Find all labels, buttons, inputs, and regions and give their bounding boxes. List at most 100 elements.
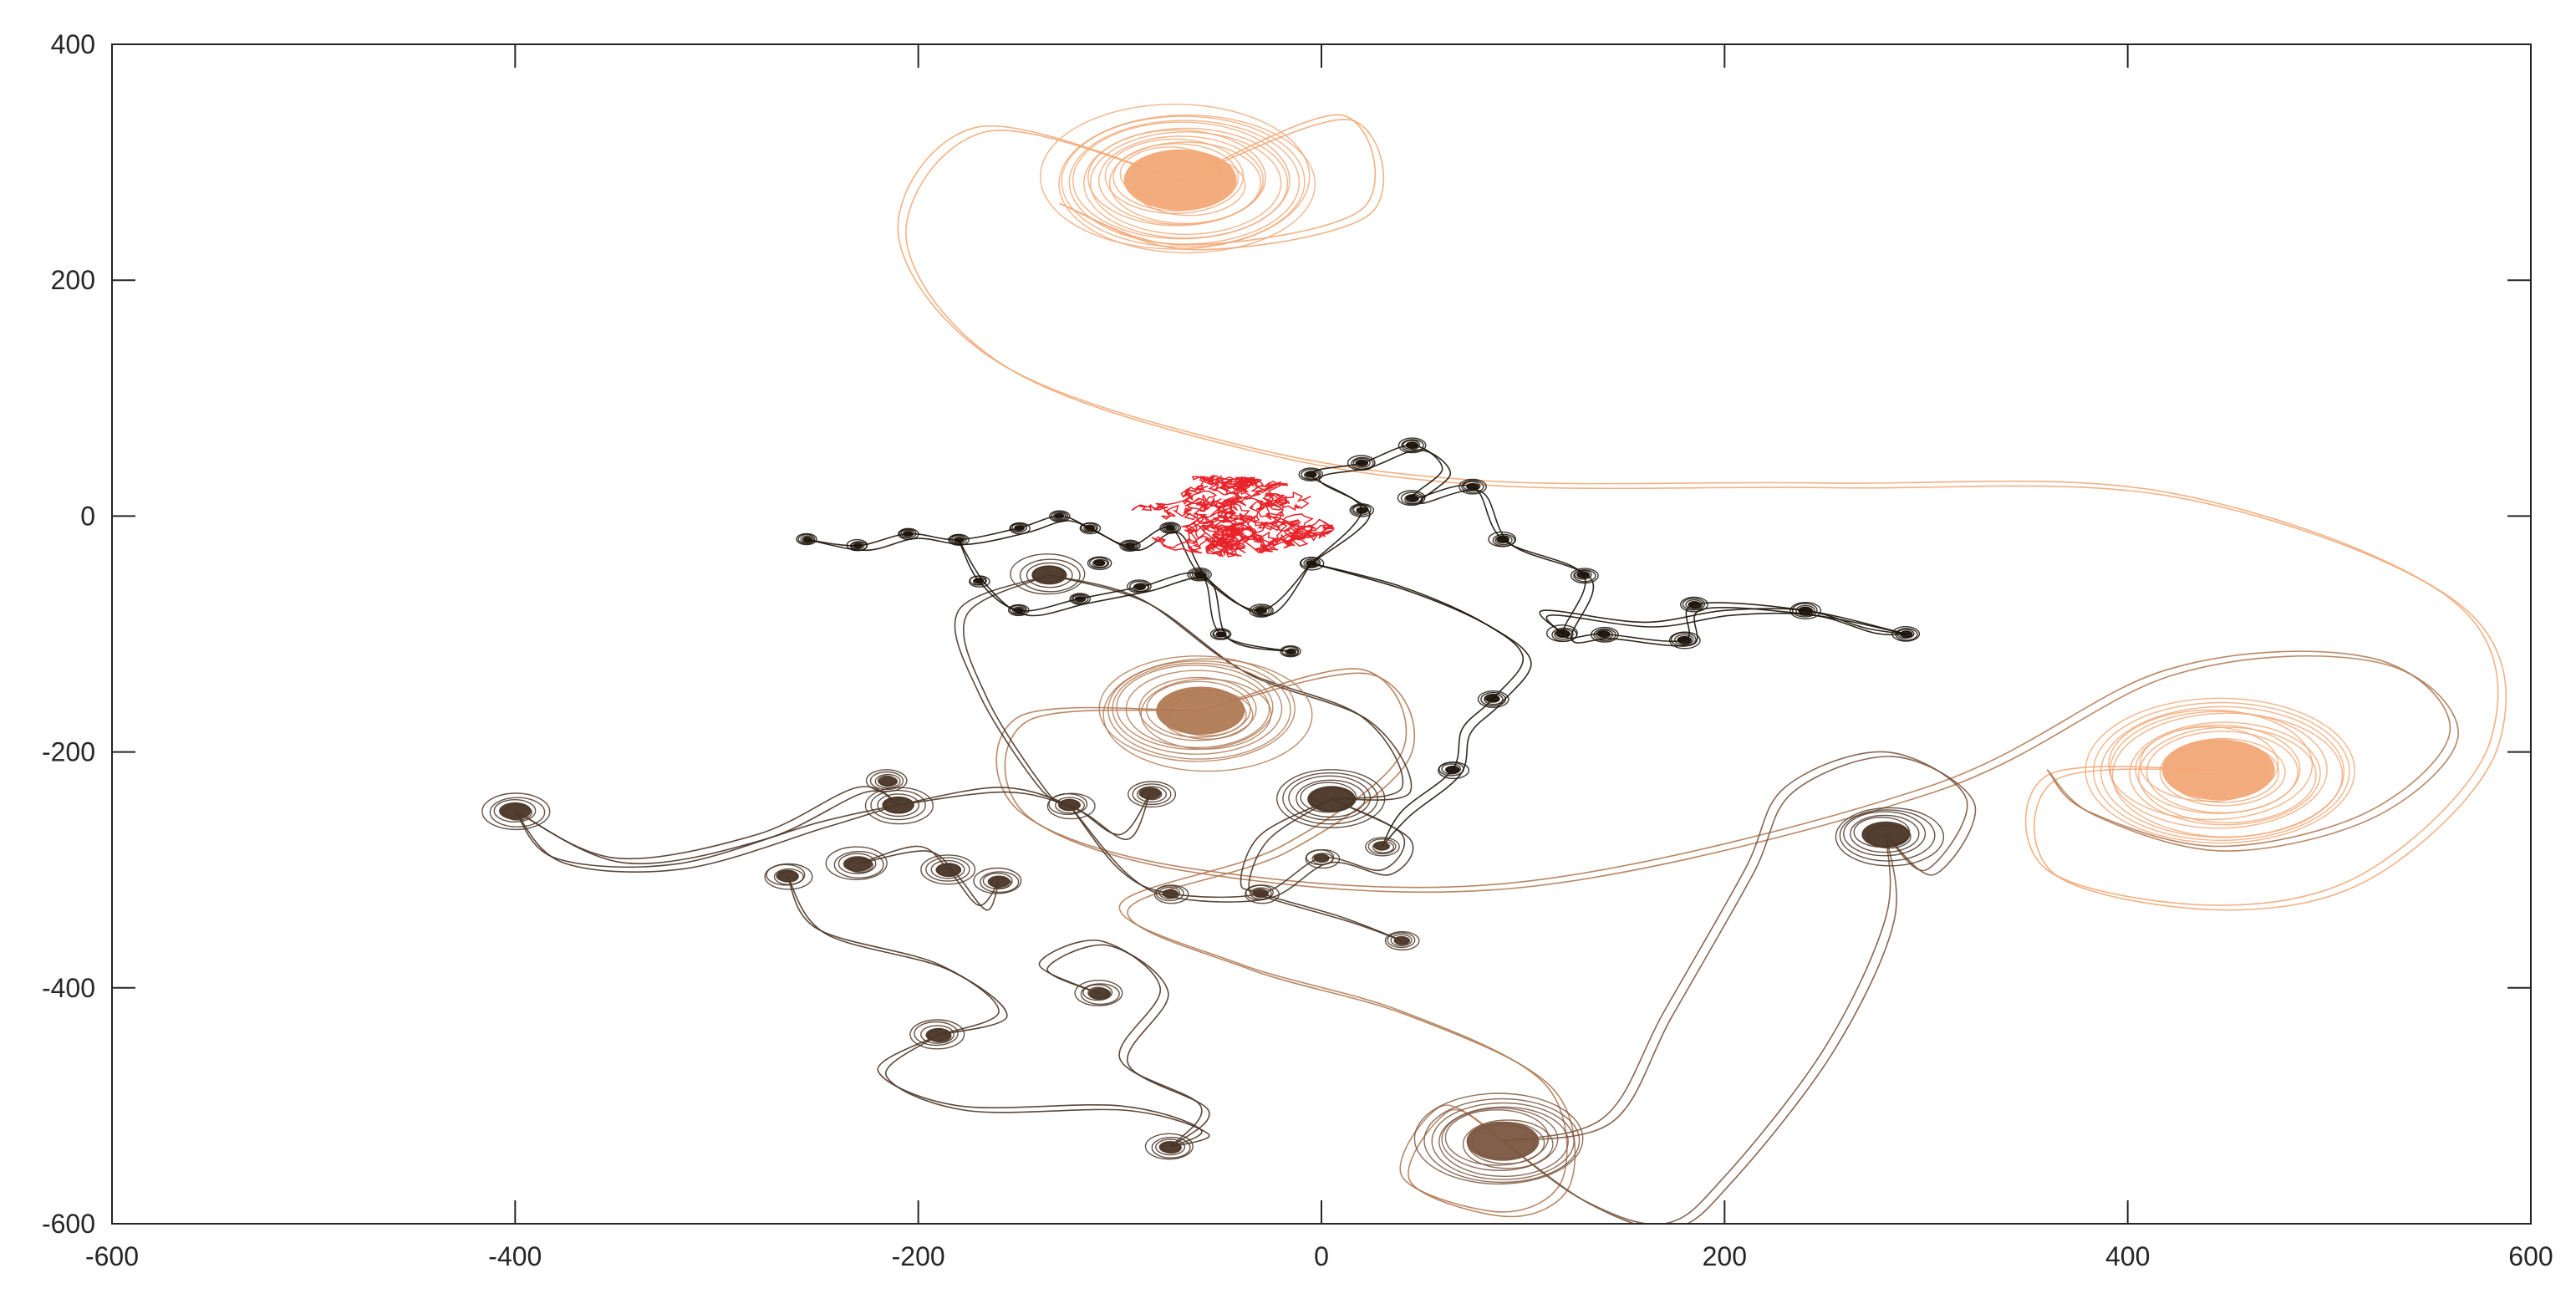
vortex-31-core [1899, 630, 1913, 638]
vortex-7-ring-1 [493, 799, 537, 823]
vortex-30-ring-1 [1795, 604, 1815, 617]
vortex-17 [1074, 980, 1123, 1006]
vortex-36-ring-3 [1397, 437, 1427, 454]
vortex-17-core [1088, 987, 1112, 1001]
x-tick-label-5: 400 [2105, 1241, 2150, 1271]
vortex-4-ring-2 [1850, 814, 1920, 853]
vortex-49-core [974, 578, 984, 584]
vortex-29-ring-3 [1680, 596, 1708, 613]
trajectory-path-15-1 [1068, 798, 1414, 903]
vortex-55-ring-3 [1079, 522, 1102, 535]
vortex-25 [1438, 761, 1470, 780]
vortex-38-ring-3 [1349, 503, 1375, 517]
vortex-53-ring-1 [800, 535, 814, 544]
vortex-8-ring-1 [877, 793, 920, 817]
vortex-25-core [1445, 766, 1460, 774]
vortex-16 [909, 1019, 965, 1050]
vortex-2-ring-10 [1102, 658, 1313, 772]
vortex-2-ring-3 [1138, 676, 1257, 741]
vortex-49 [969, 575, 990, 588]
vortex-16-ring-3 [909, 1019, 965, 1050]
x-tick-label-3: 0 [1314, 1241, 1329, 1271]
y-tick-label-3: -200 [42, 737, 95, 767]
vortex-9 [825, 846, 888, 880]
trajectory-path-4-0 [1502, 751, 1968, 1142]
vortex-43-ring-2 [1281, 646, 1300, 657]
vortex-6-ring-2 [1019, 558, 1081, 593]
trajectory-path-0-0 [897, 125, 2499, 906]
vortex-45-core [1134, 583, 1146, 590]
vortex-13-ring-1 [982, 872, 1013, 889]
trajectory-path-6-1 [514, 790, 899, 864]
vortex-1-ring-6 [2138, 726, 2317, 824]
vortex-2-ring-7 [1112, 662, 1283, 755]
vortex-22-core [1373, 842, 1390, 851]
vortex-23-ring-3 [1384, 930, 1420, 951]
trajectory-path-3-0 [1118, 668, 1568, 1213]
vortex-40-ring-1 [1303, 558, 1320, 568]
vortex-24-ring-1 [1484, 693, 1504, 705]
vortex-14-core [1058, 798, 1081, 812]
vortex-26-ring-3 [1546, 624, 1578, 643]
vortex-40-ring-3 [1299, 557, 1325, 571]
vortex-5-core [1307, 786, 1356, 812]
vortex-57-ring-3 [1159, 522, 1181, 534]
vortex-8 [864, 787, 934, 825]
vortex-35-core [1405, 495, 1419, 502]
vortex-44-ring-3 [1187, 567, 1212, 582]
vortex-19-ring-1 [1158, 886, 1181, 899]
trajectory-path-21-0 [1539, 608, 1907, 635]
vortex-36-core [1405, 441, 1419, 449]
vortex-23-ring-1 [1390, 934, 1413, 947]
trajectory-path-7-1 [514, 804, 899, 873]
vortex-3-ring-4 [1441, 1107, 1559, 1171]
vortex-56-ring-3 [1119, 539, 1141, 552]
vortex-21-core [1313, 853, 1330, 863]
vortex-7-core [499, 802, 532, 820]
vortex-3 [1413, 1093, 1584, 1185]
vortex-50-core [954, 537, 964, 542]
vortex-54-core [1014, 525, 1025, 531]
trajectory-path-1-0 [1059, 114, 1377, 246]
trajectory-path-14-0 [1049, 574, 1404, 800]
vortex-0-ring-13 [1039, 104, 1311, 250]
vortex-1-ring-12 [2092, 701, 2350, 842]
vortex-3-ring-2 [1462, 1119, 1554, 1169]
vortex-0 [1039, 104, 1316, 254]
vortex-55 [1079, 522, 1102, 535]
vortex-42-ring-3 [1209, 628, 1232, 640]
vortex-34-ring-2 [1461, 480, 1484, 493]
vortex-18-core [1158, 1141, 1182, 1154]
vortex-56-ring-1 [1123, 542, 1138, 550]
vortex-33-core [1496, 536, 1509, 543]
vortex-57-core [1165, 525, 1175, 531]
vortex-3-ring-6 [1431, 1102, 1575, 1180]
trajectory-path-2-0 [995, 650, 2451, 889]
vortex-18 [1144, 1133, 1194, 1160]
trajectory-path-1-1 [1059, 119, 1385, 251]
vortex-52-ring-3 [846, 538, 868, 552]
vortex-29-ring-1 [1685, 599, 1703, 610]
vortex-57-ring-2 [1161, 522, 1179, 533]
vortex-28 [1668, 631, 1701, 649]
x-tick-label-4: 200 [1703, 1241, 1747, 1271]
vortex-19 [1153, 884, 1189, 904]
vortex-15-core [1138, 787, 1162, 800]
vortex-4-core [1861, 821, 1911, 848]
vortex-3-core [1466, 1121, 1540, 1161]
vortex-24 [1477, 690, 1509, 709]
vortex-7-ring-2 [489, 797, 546, 828]
vortex-6 [1010, 553, 1086, 595]
vortex-0-ring-7 [1089, 131, 1282, 236]
vortex-13-core [987, 875, 1011, 889]
vortex-30-ring-2 [1791, 603, 1818, 618]
vortex-56-core [1125, 542, 1135, 548]
vortex-41-ring-3 [1249, 604, 1274, 618]
vortex-51-ring-1 [900, 529, 914, 537]
vortex-42-ring-2 [1212, 629, 1230, 639]
vortex-36-ring-2 [1401, 439, 1424, 452]
vortex-0-ring-12 [1058, 115, 1316, 254]
vortex-36-ring-1 [1402, 440, 1421, 451]
vortex-44-core [1194, 572, 1207, 578]
vortex-22-ring-3 [1365, 837, 1400, 857]
